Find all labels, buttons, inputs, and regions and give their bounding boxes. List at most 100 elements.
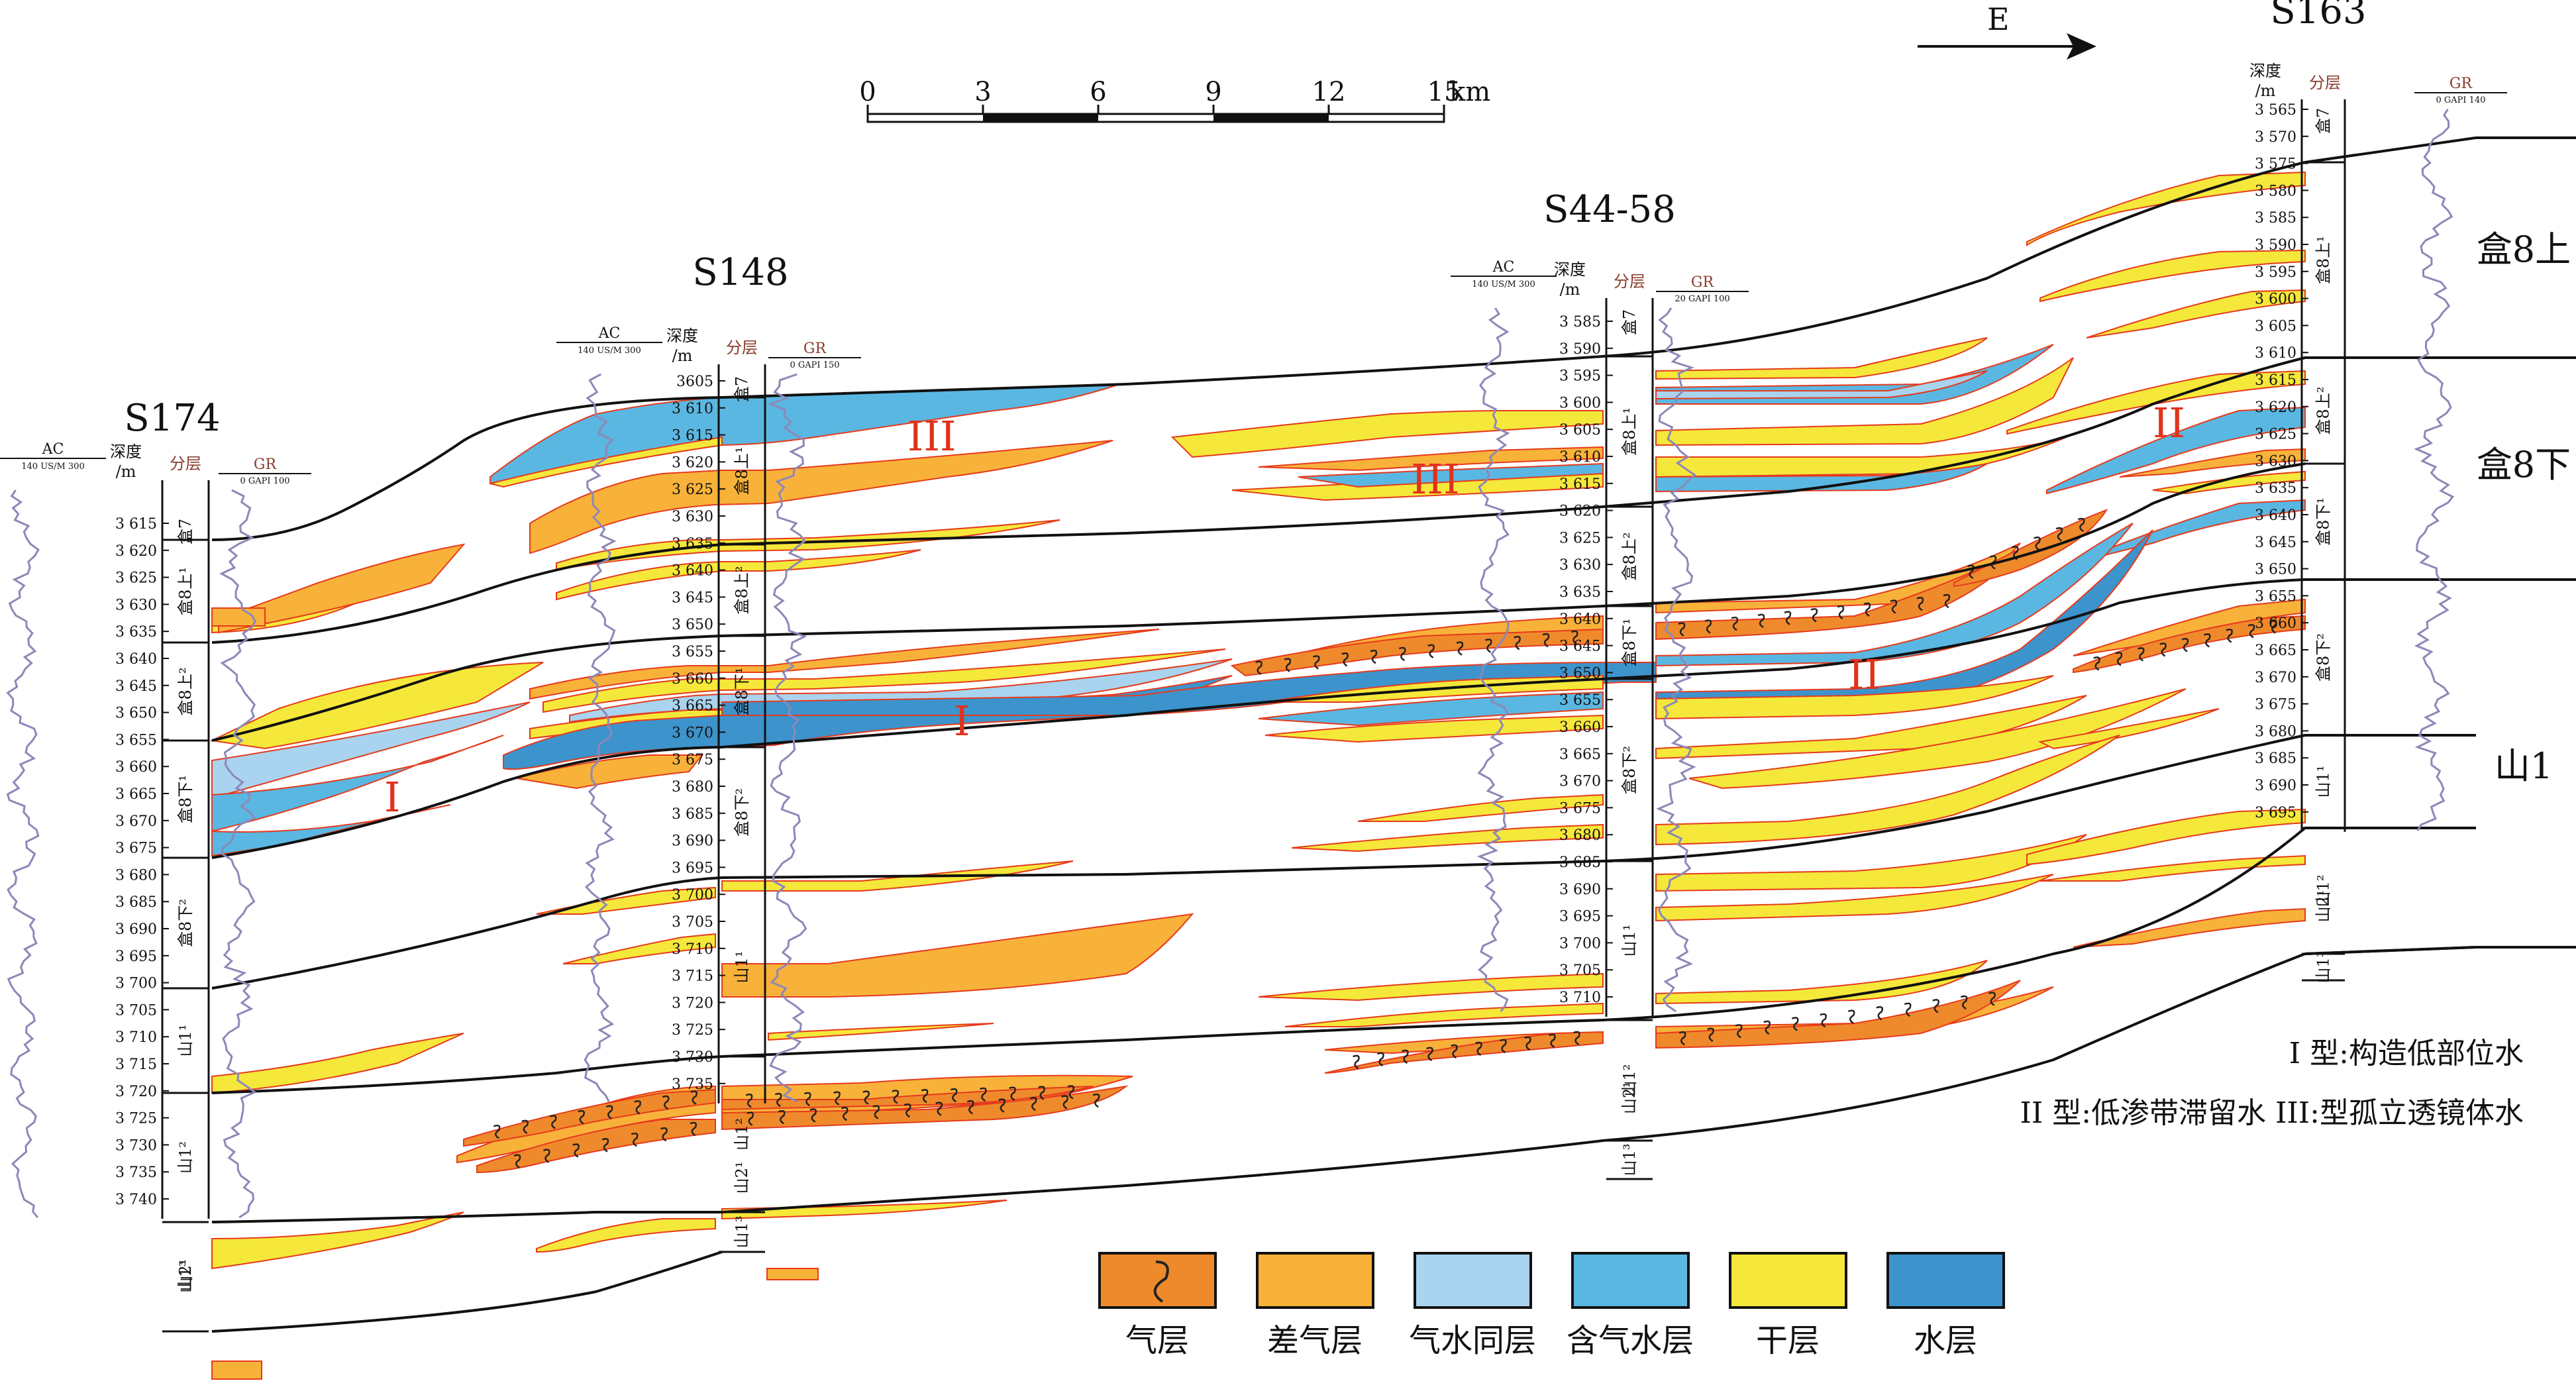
depth-tick-label: 3 630 (115, 597, 157, 613)
depth-tick-label: 3 620 (115, 543, 157, 560)
lens-dry (768, 1023, 994, 1041)
depth-tick-label: 3 665 (115, 786, 157, 803)
depth-tick-label: 3 660 (672, 671, 713, 688)
gr-scale: 0 GAPI 140 (2436, 95, 2485, 105)
depth-tick-label: 3 700 (672, 887, 713, 903)
lens-gas-bearing-water (211, 735, 504, 833)
layer-label: 盒8下¹ (1620, 619, 1639, 667)
gas-symbol (1784, 611, 1792, 625)
gas-symbol (774, 1092, 782, 1107)
gas-symbol (1847, 1009, 1855, 1024)
depth-tick-label: 3 675 (672, 752, 713, 768)
lens-dry (1264, 714, 1604, 743)
zone-label-shan1: 山1 (2495, 745, 2553, 787)
gas-symbol (1943, 593, 1951, 609)
gr-header: GR (2449, 76, 2473, 92)
depth-tick-label: 3 730 (672, 1049, 713, 1066)
gas-symbol (1456, 641, 1464, 656)
depth-tick-label: 3 725 (115, 1111, 157, 1127)
lens-gas (721, 1085, 1129, 1131)
lens-dry (1655, 834, 2087, 892)
gas-symbol (1038, 1086, 1045, 1100)
depth-tick-label: 3 595 (2255, 264, 2296, 281)
well-s174: S174 深度/m 分层 AC 140 US/M 300 GR 0 GAPI 100 3 61… (0, 397, 311, 1333)
gas-symbol (1731, 616, 1739, 631)
depth-tick-label: 3 620 (2255, 399, 2296, 416)
gr-header: GR (803, 340, 827, 357)
lens-poor-gas (211, 1361, 262, 1380)
scale-bar-unit: km (1449, 77, 1490, 107)
gas-symbol (572, 1143, 580, 1158)
ac-header: AC (42, 441, 64, 458)
depth-tick-label: 3 630 (2255, 453, 2296, 470)
gas-symbol (809, 1108, 817, 1123)
legend-label: 含气水层 (1567, 1322, 1694, 1359)
depth-tick-label: 3 695 (2255, 805, 2296, 821)
depth-tick-label: 3 740 (115, 1192, 157, 1208)
lens-poor-gas (516, 754, 704, 790)
depth-tick-label: 3 635 (2255, 480, 2296, 497)
log-curve (2414, 109, 2455, 831)
gas-symbol (2247, 624, 2255, 639)
lens-poor-gas (529, 440, 1113, 554)
gas-symbol (921, 1089, 929, 1104)
depth-tick-label: 3 570 (2255, 129, 2296, 146)
water-type-mark: III (1411, 455, 1459, 503)
depth-tick-label: 3 695 (672, 860, 713, 876)
lens-dry (1655, 960, 1988, 1005)
gas-symbol (1810, 608, 1818, 623)
scale-bar-tick-label: 12 (1312, 77, 1346, 107)
depth-tick-label: 3 640 (672, 563, 713, 580)
gas-symbol (690, 1121, 697, 1137)
legend-label: 差气层 (1267, 1322, 1363, 1359)
lens-dry (1655, 675, 2054, 720)
ac-scale: 140 US/M 300 (1472, 280, 1535, 289)
layer-header: 分层 (726, 338, 758, 357)
direction-arrow-head (2067, 33, 2096, 60)
lens-dry (1655, 357, 2074, 446)
lens-gas (721, 1086, 1094, 1111)
depth-tick-label: 3 695 (1559, 909, 1601, 925)
depth-tick-label: 3 625 (2255, 427, 2296, 443)
gas-symbol (892, 1090, 900, 1104)
scale-bar-bar (866, 113, 1445, 123)
legend-swatch (1729, 1252, 1847, 1309)
gas-symbol (2077, 517, 2085, 533)
gas-symbol (521, 1119, 529, 1135)
gas-symbol (1704, 619, 1712, 634)
depth-tick-label: 3 725 (672, 1022, 713, 1039)
water-type-note: II 型:低渗带滞留水 III:型孤立透镜体水 (2020, 1096, 2524, 1130)
depth-tick-label: 3 590 (1559, 341, 1601, 358)
lens-gas-bearing-water (1258, 691, 1604, 727)
depth-tick-label: 3 575 (2255, 156, 2296, 173)
legend-swatch (1571, 1252, 1690, 1309)
depth-tick-label: 3605 (676, 374, 713, 390)
gas-symbol (1009, 1086, 1016, 1101)
depth-tick-label: 3 605 (1559, 422, 1601, 438)
lens-gas (463, 1088, 716, 1147)
gas-symbol (1427, 644, 1435, 658)
depth-tick-label: 3 715 (115, 1056, 157, 1073)
legend-item: 干层 (1729, 1252, 1847, 1359)
depth-tick-label: 3 650 (115, 705, 157, 722)
gas-symbol (935, 1102, 943, 1116)
gas-symbol (513, 1154, 521, 1169)
lens-gas-bearing-water (1655, 344, 2054, 405)
depth-tick-label: 3 645 (1559, 639, 1601, 655)
lens-dry (1291, 823, 1604, 852)
gas-symbol (1029, 1096, 1037, 1111)
depth-tick-label: 3 690 (2255, 778, 2296, 794)
gas-symbol (1960, 995, 1968, 1010)
depth-tick-label: 3 705 (672, 914, 713, 931)
gas-symbol (1426, 1047, 1433, 1062)
depth-tick-label: 3 730 (115, 1137, 157, 1154)
lens-dry (2152, 470, 2306, 495)
depth-tick-label: 3 680 (115, 867, 157, 884)
depth-tick-label: 3 685 (115, 894, 157, 911)
lens-dry (721, 1200, 1007, 1220)
layer-label: 山1¹ (733, 951, 751, 984)
lens-dry (1655, 735, 2120, 846)
depth-tick-label: 3 595 (1559, 368, 1601, 385)
